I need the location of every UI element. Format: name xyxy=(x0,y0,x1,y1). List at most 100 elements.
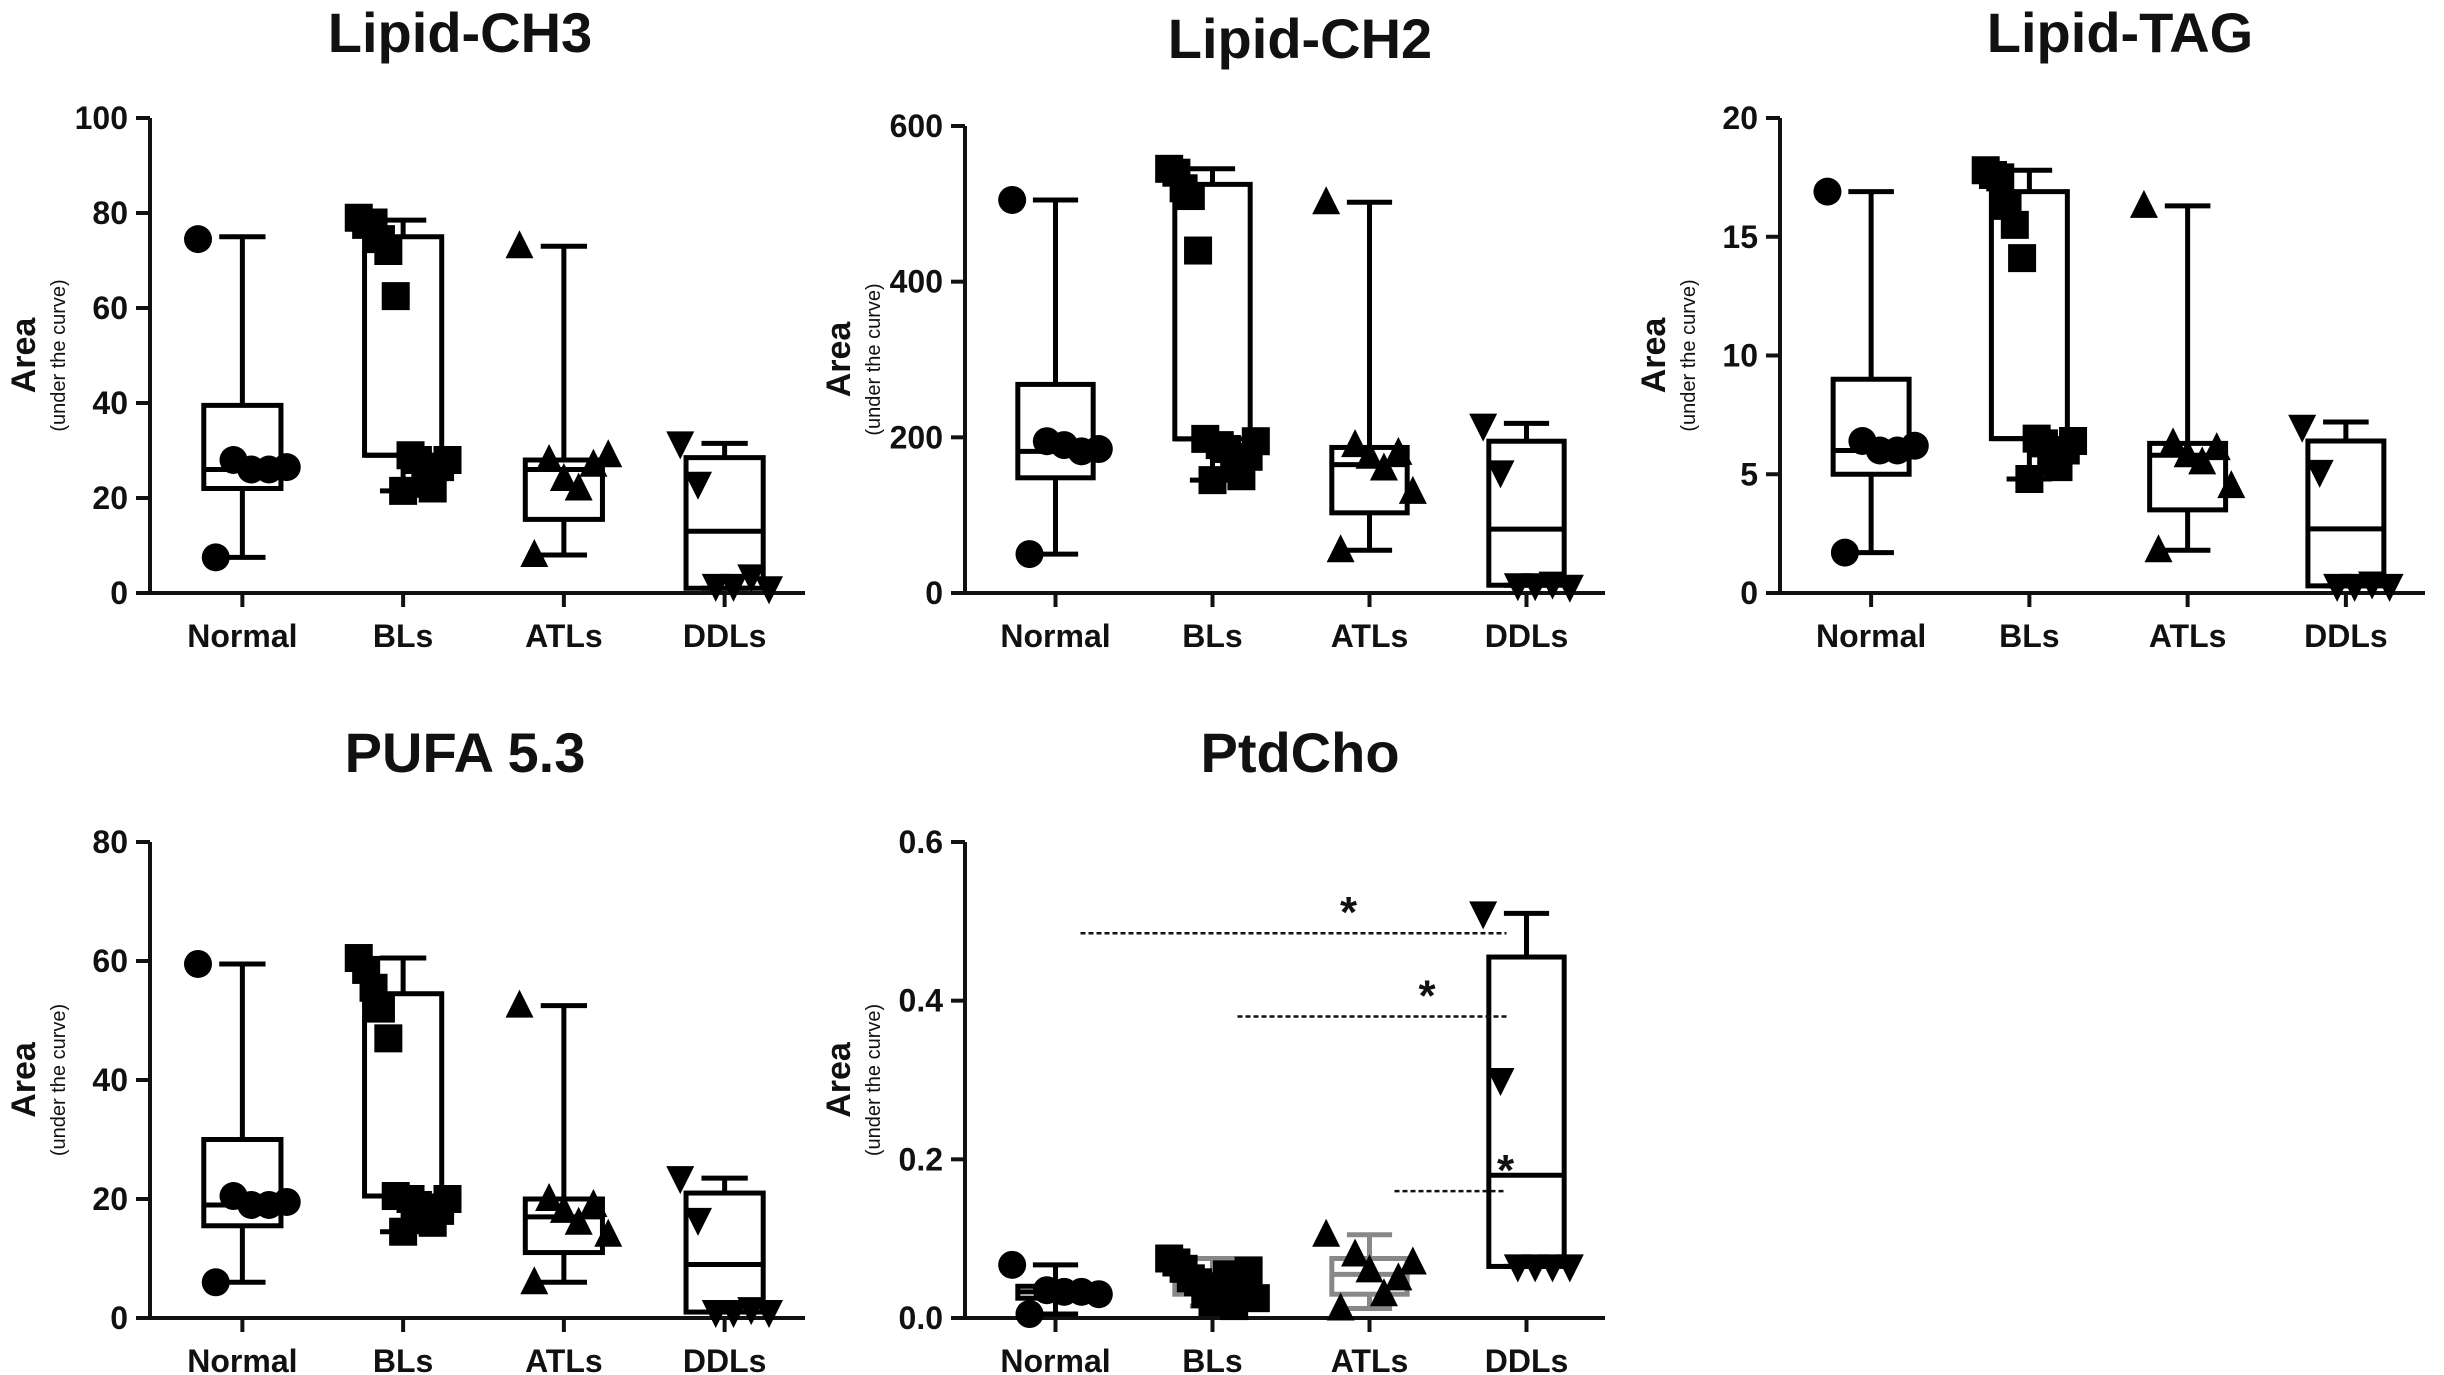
x-tick-label: Normal xyxy=(1000,618,1110,654)
x-tick-label: ATLs xyxy=(1331,1343,1409,1375)
data-point xyxy=(701,573,730,602)
box-plot xyxy=(522,243,605,558)
y-tick-label: 0.0 xyxy=(899,1300,943,1336)
significance-star: * xyxy=(1497,1146,1515,1195)
y-axis-label: Area xyxy=(820,321,858,398)
data-point xyxy=(2059,427,2088,455)
data-point xyxy=(1469,413,1498,442)
y-tick-label: 20 xyxy=(92,480,128,516)
y-tick-label: 0 xyxy=(925,575,943,611)
data-point xyxy=(1015,1300,1044,1329)
y-tick-label: 80 xyxy=(92,824,128,860)
data-point xyxy=(520,539,549,567)
y-tick-label: 600 xyxy=(890,108,943,144)
chart-panel: Lipid-CH3 Area (under the curve) 0 20 40 60 80 1… xyxy=(5,1,805,654)
data-point xyxy=(505,230,534,259)
y-tick-label: 0.2 xyxy=(899,1141,943,1177)
data-point xyxy=(1813,177,1842,206)
box-plot xyxy=(2305,419,2387,589)
data-point xyxy=(1355,1254,1384,1283)
data-point xyxy=(2375,573,2404,602)
data-point xyxy=(1384,1262,1413,1291)
data-point xyxy=(1398,1246,1427,1275)
box-plot xyxy=(522,1003,605,1285)
box-iqr xyxy=(362,991,445,1199)
chart-title: PUFA 5.3 xyxy=(345,721,586,784)
y-tick-label: 40 xyxy=(92,385,128,421)
data-point xyxy=(201,543,230,572)
chart-title: Lipid-CH3 xyxy=(328,1,592,64)
data-point xyxy=(666,1166,695,1195)
data-point xyxy=(998,1250,1027,1279)
x-tick-label: BLs xyxy=(1182,618,1242,654)
y-tick-label: 5 xyxy=(1740,456,1758,492)
data-point xyxy=(1521,573,1550,602)
y-axis-label: Area xyxy=(820,1041,858,1118)
data-point xyxy=(701,1300,730,1329)
data-point xyxy=(549,463,578,491)
data-point xyxy=(1234,1256,1263,1285)
box-iqr xyxy=(2305,438,2387,589)
data-point xyxy=(594,1218,623,1247)
data-point xyxy=(1312,1218,1341,1247)
x-tick-label: ATLs xyxy=(1331,618,1409,654)
data-point xyxy=(1555,574,1584,603)
y-axis-label: Area xyxy=(5,317,43,394)
data-point xyxy=(1176,182,1205,211)
y-tick-label: 0.6 xyxy=(899,824,943,860)
y-axis-sublabel: (under the curve) xyxy=(48,279,70,431)
data-point xyxy=(535,444,564,472)
data-point xyxy=(719,573,748,602)
box-iqr xyxy=(362,234,445,458)
data-point xyxy=(564,472,593,501)
box-iqr xyxy=(201,402,284,491)
data-point xyxy=(1555,1254,1584,1283)
box-plot xyxy=(1329,199,1410,553)
y-axis-sublabel: (under the curve) xyxy=(48,1004,70,1156)
data-point xyxy=(1341,429,1370,458)
box-plot xyxy=(1015,197,1096,557)
data-point xyxy=(1084,435,1113,464)
data-point xyxy=(684,471,713,500)
data-point xyxy=(1369,452,1398,481)
data-point xyxy=(1986,163,2015,192)
box-plot xyxy=(1486,420,1567,588)
data-point xyxy=(1486,460,1515,489)
y-axis-sublabel: (under the curve) xyxy=(863,283,885,435)
data-point xyxy=(666,431,695,460)
y-axis-label: Area xyxy=(1635,317,1673,394)
data-point xyxy=(2188,446,2217,475)
y-tick-label: 80 xyxy=(92,195,128,231)
x-tick-label: Normal xyxy=(1816,618,1926,654)
data-point xyxy=(374,237,403,265)
data-point xyxy=(579,1188,608,1217)
box-plot xyxy=(1830,189,1912,556)
x-tick-label: ATLs xyxy=(525,618,603,654)
y-tick-label: 0 xyxy=(110,1300,128,1336)
data-point xyxy=(366,994,395,1023)
y-tick-label: 200 xyxy=(890,419,943,455)
x-tick-label: DDLs xyxy=(683,618,767,654)
y-tick-label: 60 xyxy=(92,290,128,326)
x-tick-label: BLs xyxy=(1182,1343,1242,1375)
data-point xyxy=(2159,427,2188,456)
data-point xyxy=(1469,901,1498,930)
data-point xyxy=(1486,1068,1515,1096)
data-point xyxy=(184,225,213,254)
data-point xyxy=(2305,459,2334,488)
data-point xyxy=(1241,1284,1270,1313)
significance-star: * xyxy=(1418,972,1436,1021)
data-point xyxy=(1900,431,1929,460)
data-point xyxy=(1369,1278,1398,1307)
data-point xyxy=(754,576,783,605)
x-tick-label: DDLs xyxy=(2304,618,2388,654)
box-plot xyxy=(201,961,284,1285)
box-iqr xyxy=(1486,954,1567,1269)
chart-panel: PtdCho Area (under the curve) 0.0 0.2 0.4 0.6 N… xyxy=(820,721,1605,1375)
data-point xyxy=(2144,534,2173,563)
y-tick-label: 60 xyxy=(92,943,128,979)
y-tick-label: 0 xyxy=(110,575,128,611)
data-point xyxy=(719,1300,748,1329)
data-point xyxy=(1341,1238,1370,1267)
data-point xyxy=(579,448,608,477)
